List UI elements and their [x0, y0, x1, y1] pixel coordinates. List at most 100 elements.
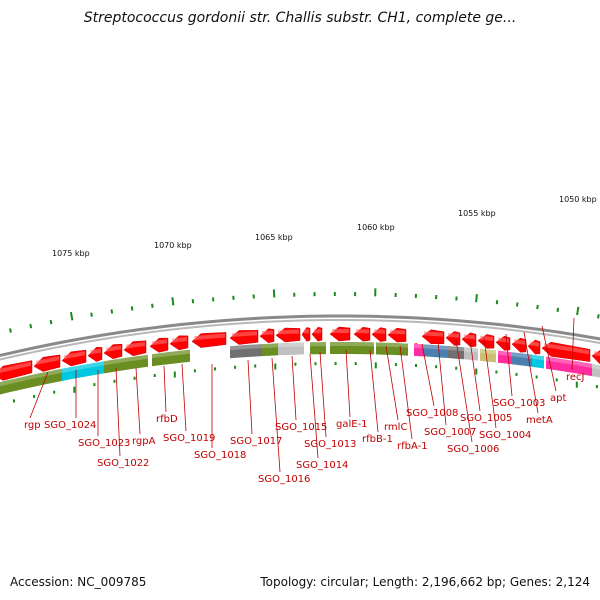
gene-label-SGO_1004[interactable]: SGO_1004 — [479, 430, 531, 441]
cog-segment — [376, 342, 408, 356]
cog-segment — [104, 354, 148, 374]
cog-segment-highlight — [424, 344, 448, 350]
gene-label-rmlC[interactable]: rmlC — [384, 422, 407, 433]
gene-arrow-highlight — [90, 348, 101, 355]
label-leader-line — [115, 367, 121, 457]
gene-label-SGO_1007[interactable]: SGO_1007 — [424, 427, 476, 438]
gene-label-SGO_1008[interactable]: SGO_1008 — [406, 408, 458, 419]
gene-arrow-highlight — [464, 334, 475, 340]
cog-segment-highlight — [230, 344, 262, 351]
gene-label-SGO_1015[interactable]: SGO_1015 — [275, 422, 327, 433]
gene-label-rgp[interactable]: rgp — [24, 420, 41, 431]
gene-label-SGO_1018[interactable]: SGO_1018 — [194, 450, 246, 461]
genome-backbone — [0, 314, 600, 361]
gene-label-SGO_1006[interactable]: SGO_1006 — [447, 444, 499, 455]
gene-label-rfbD[interactable]: rfbD — [156, 414, 178, 425]
gene-label-metA[interactable]: metA — [526, 415, 553, 426]
cog-segment-highlight — [62, 361, 104, 373]
label-leader-line — [309, 353, 319, 459]
cog-segment-highlight — [262, 343, 278, 349]
gene-arrow-highlight — [530, 341, 539, 347]
cog-segment-highlight — [546, 356, 592, 368]
gene-arrow-highlight — [126, 342, 145, 349]
gene-arrow-highlight — [106, 345, 121, 352]
gene-label-recJ[interactable]: recJ — [566, 372, 585, 383]
label-leader-line — [369, 349, 379, 433]
gene-label-rfbB-1[interactable]: rfbB-1 — [362, 434, 393, 445]
gene-label-rgpA[interactable]: rgpA — [132, 436, 156, 447]
gene-arrows — [0, 326, 600, 381]
cog-segment — [480, 348, 496, 363]
label-leader-line — [421, 343, 435, 407]
backbone-outer-line — [0, 314, 600, 358]
cog-segment-highlight — [104, 354, 148, 366]
label-leader-line — [541, 325, 557, 392]
gene-arrow-highlight — [314, 329, 321, 334]
cog-segment-highlight — [310, 342, 326, 347]
gene-label-SGO_1024[interactable]: SGO_1024 — [44, 420, 96, 431]
cog-segment-highlight — [512, 352, 532, 359]
gene-arrow-highlight — [64, 351, 85, 360]
cog-segment — [532, 354, 544, 369]
gene-label-rfbA-1[interactable]: rfbA-1 — [397, 441, 428, 452]
gene-arrow-highlight — [172, 337, 187, 343]
gene-arrow-highlight — [594, 351, 600, 357]
gene-arrow-highlight — [480, 335, 493, 341]
scale-tick — [171, 297, 175, 306]
gene-label-SGO_1022[interactable]: SGO_1022 — [97, 458, 149, 469]
label-leader-line — [271, 357, 281, 473]
cog-segment — [546, 356, 592, 377]
label-leader-line — [385, 345, 399, 421]
accession-text: Accession: NC_009785 — [10, 575, 147, 589]
gene-label-SGO_1016[interactable]: SGO_1016 — [258, 474, 310, 485]
scale-tick — [110, 309, 114, 314]
gene-label-SGO_1023[interactable]: SGO_1023 — [78, 438, 130, 449]
cog-segment — [62, 361, 104, 381]
label-leader-line — [469, 339, 481, 412]
gene-label-SGO_1013[interactable]: SGO_1013 — [304, 439, 356, 450]
gene-arrow-highlight — [390, 329, 405, 335]
cog-segment — [424, 344, 448, 358]
gene-arrow-highlight — [332, 329, 349, 333]
cog-segment — [448, 346, 464, 360]
scale-label-1060: 1060 kbp — [357, 223, 395, 232]
cog-segment-highlight — [0, 368, 62, 387]
label-leader-line — [247, 359, 253, 435]
scale-tick — [130, 306, 134, 311]
gene-label-apt[interactable]: apt — [550, 393, 566, 404]
cog-segment-highlight — [498, 350, 512, 357]
cog-segment-highlight — [532, 354, 544, 361]
label-leader-line — [181, 363, 187, 432]
cog-segment — [330, 342, 374, 355]
label-leader-line — [571, 317, 575, 371]
scale-label-1070: 1070 kbp — [154, 241, 192, 250]
label-leader-line — [29, 371, 49, 419]
cog-segment — [152, 349, 190, 367]
cog-segment — [464, 347, 478, 361]
scale-labels: 1075 kbp 1070 kbp 1065 kbp 1060 kbp 1055… — [52, 195, 597, 258]
backbone-inner-line — [0, 318, 600, 361]
cog-segment — [592, 363, 600, 378]
scale-ticks — [9, 288, 600, 333]
scale-tick — [556, 307, 560, 313]
gene-label-SGO_1005[interactable]: SGO_1005 — [460, 413, 512, 424]
label-leader-lines — [29, 317, 575, 473]
gene-label-SGO_1019[interactable]: SGO_1019 — [163, 433, 215, 444]
cog-segment — [278, 342, 304, 356]
gene-label-SGO_1003[interactable]: SGO_1003 — [493, 398, 545, 409]
gene-label-galE-1[interactable]: galE-1 — [336, 419, 368, 430]
gene-arrow-highlight — [374, 329, 385, 334]
label-leader-line — [163, 365, 167, 413]
gene-label-SGO_1017[interactable]: SGO_1017 — [230, 436, 282, 447]
cog-category-band — [0, 342, 600, 395]
scale-tick — [596, 314, 600, 319]
label-leader-line — [291, 355, 297, 421]
gene-arrow-highlight — [152, 339, 167, 346]
cog-segment-highlight — [592, 363, 600, 370]
scale-tick — [536, 304, 539, 310]
label-leader-line — [483, 337, 497, 429]
gene-label-SGO_1014[interactable]: SGO_1014 — [296, 460, 348, 471]
cog-segment-highlight — [448, 346, 464, 352]
cog-segment-highlight — [480, 348, 496, 355]
gene-arrow-highlight — [0, 361, 31, 373]
